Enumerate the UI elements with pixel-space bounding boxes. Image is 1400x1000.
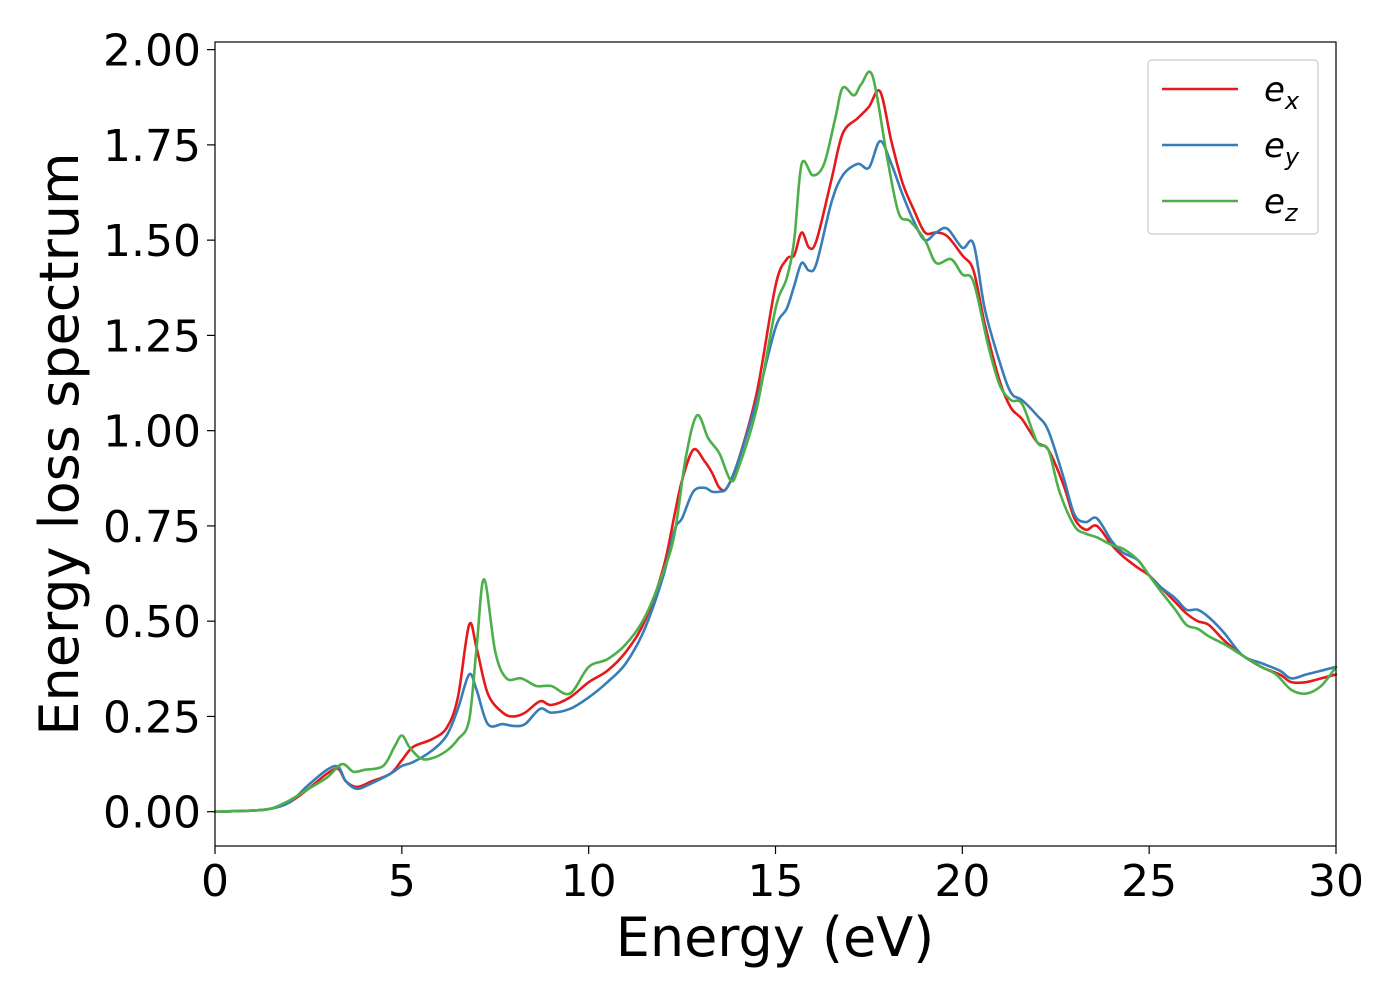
legend-box xyxy=(1147,59,1319,235)
series-layer xyxy=(213,70,1338,814)
x-tick-label: 30 xyxy=(1308,856,1364,907)
y-tick-label: 2.00 xyxy=(103,26,201,77)
y-tick-label: 1.00 xyxy=(103,407,201,458)
series-line-x xyxy=(213,89,1338,814)
x-tick-label: 15 xyxy=(748,856,804,907)
legend-label-z: ez xyxy=(1264,182,1299,227)
y-tick-label: 0.50 xyxy=(103,597,201,648)
x-axis-title: Energy (eV) xyxy=(616,906,935,969)
x-axis-ticks: 0 5 10 15 20 25 30 xyxy=(201,846,1364,907)
y-tick-label: 1.50 xyxy=(103,216,201,267)
legend-label-x: ex xyxy=(1264,70,1300,115)
x-tick-label: 20 xyxy=(934,856,990,907)
y-tick-label: 0.25 xyxy=(103,692,201,743)
legend-label-y: ey xyxy=(1264,126,1300,171)
y-axis-ticks: 0.00 0.25 0.50 0.75 1.00 1.25 1.50 1.75 2.00 xyxy=(103,26,215,839)
series-line-z xyxy=(213,70,1338,814)
x-tick-label: 0 xyxy=(201,856,229,907)
y-tick-label: 0.00 xyxy=(103,788,201,839)
y-tick-label: 0.75 xyxy=(103,502,201,553)
y-tick-label: 1.75 xyxy=(103,121,201,172)
x-tick-label: 25 xyxy=(1121,856,1177,907)
y-tick-label: 1.25 xyxy=(103,311,201,362)
y-axis-title: Energy loss spectrum xyxy=(28,152,91,735)
x-tick-label: 5 xyxy=(388,856,416,907)
x-tick-label: 10 xyxy=(561,856,617,907)
legend: ex ey ez xyxy=(1147,59,1319,235)
